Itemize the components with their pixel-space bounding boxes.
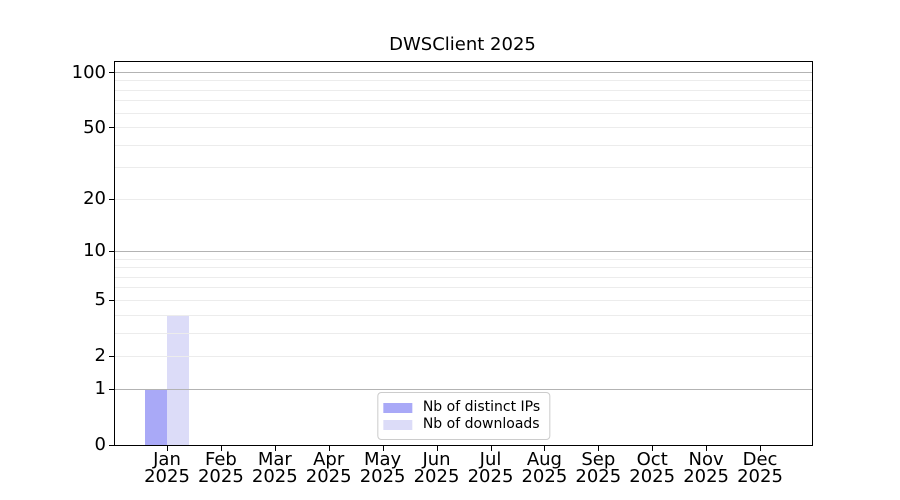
y-gridline-minor-40 [115, 144, 812, 146]
x-tick-mark-mar [274, 446, 276, 451]
y-tick-mark-0 [109, 444, 114, 446]
x-tick-mark-sep [598, 446, 600, 451]
x-tick-mark-apr [328, 446, 330, 451]
y-tick-mark-10 [109, 251, 114, 252]
legend-item-distinct-ips: Nb of distinct IPs [382, 399, 541, 416]
x-tick-label-jun: Jun 2025 [413, 449, 460, 487]
bar-nb-of-distinct-ips-jan [145, 389, 167, 445]
y-tick-mark-5 [109, 299, 114, 301]
y-tick-mark-100 [109, 72, 114, 73]
y-gridline-minor-9 [115, 258, 812, 260]
x-tick-label-dec: Dec 2025 [737, 449, 783, 487]
x-tick-label-jan: Jan 2025 [144, 449, 190, 487]
y-gridline-minor-90 [115, 80, 812, 82]
legend-label-downloads: Nb of downloads [422, 416, 540, 432]
legend-label-distinct-ips: Nb of distinct IPs [422, 399, 541, 415]
x-tick-label-feb: Feb 2025 [197, 449, 244, 487]
bar-nb-of-downloads-jan [167, 315, 189, 445]
y-gridline-minor-50 [115, 127, 812, 129]
y-tick-label-1: 1 [94, 378, 106, 400]
y-tick-label-10: 10 [83, 240, 106, 262]
chart-title: DWSClient 2025 [389, 34, 536, 55]
x-tick-mark-feb [220, 446, 222, 451]
x-tick-mark-oct [652, 446, 654, 451]
y-tick-mark-20 [109, 198, 114, 200]
y-gridline-minor-4 [115, 314, 812, 316]
y-tick-mark-50 [109, 127, 114, 129]
y-gridline-major-100 [115, 72, 812, 73]
y-gridline-minor-30 [115, 167, 812, 169]
y-tick-mark-1 [109, 388, 114, 390]
y-tick-label-2: 2 [94, 345, 106, 367]
y-tick-label-0: 0 [94, 434, 106, 455]
y-gridline-minor-5 [115, 299, 812, 301]
x-tick-mark-nov [706, 446, 708, 451]
legend: Nb of distinct IPs Nb of downloads [376, 392, 551, 440]
x-tick-label-sep: Sep 2025 [575, 449, 622, 487]
y-gridline-minor-2 [115, 355, 812, 357]
y-gridline-minor-6 [115, 287, 812, 289]
y-gridline-major-10 [115, 251, 812, 252]
x-tick-mark-jun [436, 446, 438, 451]
x-tick-mark-may [382, 446, 384, 451]
y-gridline-minor-3 [115, 332, 812, 334]
x-tick-label-may: May 2025 [359, 449, 406, 487]
y-tick-label-50: 50 [83, 116, 106, 138]
y-tick-label-100: 100 [71, 61, 106, 83]
legend-swatch-downloads [382, 419, 412, 430]
y-gridline-minor-60 [115, 112, 812, 114]
y-gridline-major-1 [115, 388, 812, 390]
x-tick-label-nov: Nov 2025 [683, 449, 729, 487]
x-tick-label-oct: Oct 2025 [629, 449, 676, 487]
x-tick-mark-jul [490, 446, 492, 451]
y-tick-label-5: 5 [94, 289, 106, 311]
x-tick-label-aug: Aug 2025 [521, 449, 568, 487]
x-tick-label-mar: Mar 2025 [251, 449, 298, 487]
x-tick-label-apr: Apr 2025 [305, 449, 352, 487]
y-tick-label-20: 20 [83, 188, 106, 210]
y-tick-mark-2 [109, 355, 114, 357]
y-gridline-minor-70 [115, 100, 812, 102]
y-gridline-minor-8 [115, 267, 812, 269]
y-gridline-minor-7 [115, 276, 812, 278]
y-gridline-minor-20 [115, 198, 812, 200]
y-gridline-minor-80 [115, 89, 812, 91]
x-tick-mark-aug [544, 446, 546, 451]
legend-swatch-distinct-ips [382, 402, 412, 413]
legend-item-downloads: Nb of downloads [382, 416, 540, 433]
x-tick-label-jul: Jul 2025 [467, 449, 514, 487]
plot-area: Nb of distinct IPs Nb of downloads [114, 61, 813, 446]
x-tick-mark-dec [760, 446, 761, 451]
x-tick-mark-jan [167, 446, 168, 451]
